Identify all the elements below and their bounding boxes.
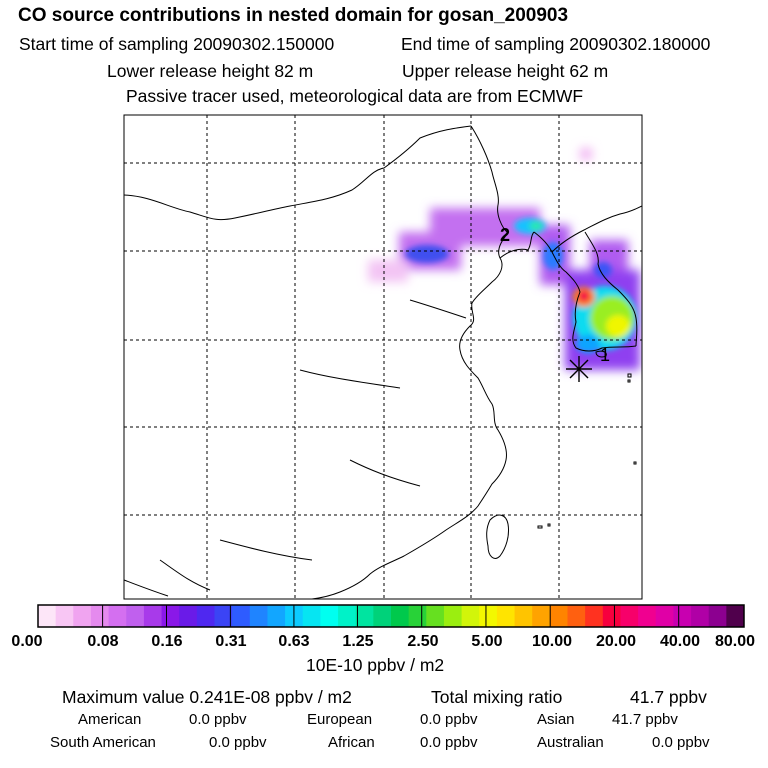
total-mixing-ratio-value: 41.7 ppbv — [630, 687, 707, 707]
map-area: 1 2 — [124, 115, 642, 599]
map-frame — [123, 114, 643, 600]
marker-2-label: 2 — [500, 225, 510, 245]
colorbar-swatch — [479, 605, 498, 627]
colorbar-swatch — [426, 605, 445, 627]
receptor-star-icon — [566, 356, 592, 382]
colorbar-swatch — [585, 605, 604, 627]
concentration-plume — [368, 148, 640, 370]
total-mixing-ratio-label: Total mixing ratio — [431, 687, 563, 707]
region-name-asian: Asian — [537, 711, 575, 728]
colorbar-swatch — [391, 605, 410, 627]
colorbar-unit: 10E-10 ppbv / m2 — [306, 655, 445, 675]
colorbar-frame — [37, 604, 745, 628]
colorbar-tick: 20.00 — [595, 633, 637, 650]
region-name-south-american: South American — [50, 734, 156, 751]
region-name-european: European — [307, 711, 373, 728]
colorbar-swatch — [126, 605, 145, 627]
colorbar-swatch — [196, 605, 215, 627]
colorbar-swatch — [302, 605, 321, 627]
end-time: End time of sampling 20090302.180000 — [401, 34, 711, 54]
colorbar-swatch — [673, 605, 692, 627]
region-name-american: American — [78, 711, 142, 728]
colorbar-swatch — [514, 605, 533, 627]
colorbar-swatch — [267, 605, 286, 627]
colorbar-swatch — [38, 605, 57, 627]
colorbar-tick: 0.31 — [215, 633, 247, 650]
colorbar-swatch — [620, 605, 639, 627]
region-value-american: 0.0 ppbv — [189, 711, 247, 728]
marker-1-label: 1 — [600, 345, 610, 365]
colorbar-tick: 0.08 — [87, 633, 119, 650]
colorbar-swatch — [232, 605, 251, 627]
colorbar-swatch — [726, 605, 745, 627]
maximum-value: Maximum value 0.241E-08 ppbv / m2 — [62, 687, 352, 707]
colorbar-swatch — [461, 605, 480, 627]
coastlines — [124, 125, 642, 599]
region-name-australian: Australian — [537, 734, 604, 751]
colorbar-swatch — [338, 605, 357, 627]
colorbar-tick: 1.25 — [342, 633, 374, 650]
colorbar-swatch — [496, 605, 515, 627]
colorbar-swatch — [320, 605, 339, 627]
lat-lon-grid — [124, 115, 642, 599]
tracer-note: Passive tracer used, meteorological data… — [126, 86, 584, 106]
colorbar-swatch — [602, 605, 621, 627]
colorbar-swatch — [73, 605, 92, 627]
region-value-asian: 41.7 ppbv — [612, 711, 678, 728]
upper-release-height: Upper release height 62 m — [402, 61, 609, 81]
region-value-australian: 0.0 ppbv — [652, 734, 710, 751]
colorbar-swatch — [691, 605, 710, 627]
colorbar-tick: 10.00 — [531, 633, 573, 650]
colorbar-swatch — [161, 605, 180, 627]
region-value-african: 0.0 ppbv — [420, 734, 478, 751]
colorbar-swatch — [143, 605, 162, 627]
colorbar-swatch — [373, 605, 392, 627]
colorbar-tick: 5.00 — [471, 633, 503, 650]
plot-title: CO source contributions in nested domain… — [18, 5, 569, 26]
colorbar-swatch — [179, 605, 198, 627]
colorbar-tick: 0.63 — [278, 633, 310, 650]
colorbar-swatch — [567, 605, 586, 627]
colorbar-tick: 80.00 — [714, 633, 756, 650]
colorbar-swatch — [249, 605, 268, 627]
colorbar-swatch — [532, 605, 551, 627]
colorbar-tick: 0.16 — [151, 633, 183, 650]
lower-release-height: Lower release height 82 m — [107, 61, 314, 81]
colorbar-swatch — [55, 605, 74, 627]
colorbar-swatch — [408, 605, 427, 627]
region-value-south-american: 0.0 ppbv — [209, 734, 267, 751]
colorbar-swatch — [655, 605, 674, 627]
colorbar-tick: 0.00 — [11, 633, 43, 650]
colorbar-swatch — [708, 605, 727, 627]
colorbar-swatch — [355, 605, 374, 627]
colorbar-swatch — [638, 605, 657, 627]
start-time: Start time of sampling 20090302.150000 — [19, 34, 335, 54]
colorbar-swatch — [90, 605, 109, 627]
region-name-african: African — [328, 734, 375, 751]
colorbar-tick: 2.50 — [407, 633, 439, 650]
colorbar-swatch — [108, 605, 127, 627]
colorbar-tick: 40.00 — [659, 633, 701, 650]
colorbar-swatch — [214, 605, 233, 627]
region-value-european: 0.0 ppbv — [420, 711, 478, 728]
colorbar — [37, 604, 745, 628]
colorbar-swatch — [549, 605, 568, 627]
colorbar-swatch — [443, 605, 462, 627]
